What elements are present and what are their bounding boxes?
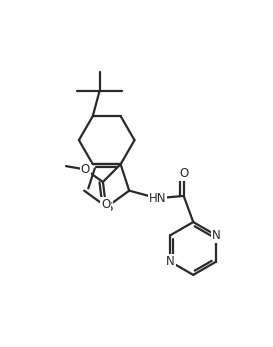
Text: N: N <box>166 255 175 268</box>
Text: N: N <box>212 229 221 242</box>
Text: O: O <box>81 163 90 176</box>
Text: HN: HN <box>149 192 166 205</box>
Text: O: O <box>179 167 188 180</box>
Text: S: S <box>105 201 112 213</box>
Text: O: O <box>101 198 110 211</box>
